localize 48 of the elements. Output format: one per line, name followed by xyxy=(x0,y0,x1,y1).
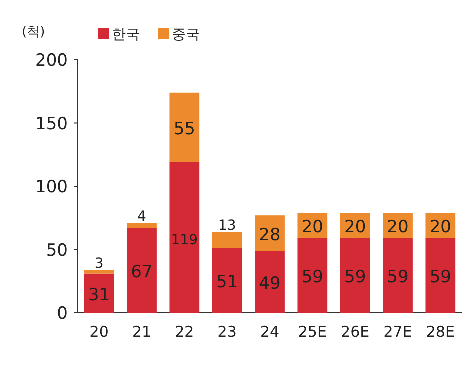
data-label: 20 xyxy=(302,218,324,238)
bar xyxy=(170,162,200,313)
y-tick-label: 100 xyxy=(36,178,68,198)
y-tick-label: 50 xyxy=(46,240,68,261)
data-label: 13 xyxy=(218,218,236,234)
data-label: 31 xyxy=(88,285,110,306)
legend-label: 중국 xyxy=(172,27,200,43)
bar xyxy=(127,223,157,228)
x-tick-label: 20 xyxy=(90,323,109,341)
bar xyxy=(340,238,370,313)
bar xyxy=(212,248,242,313)
y-tick-label: 0 xyxy=(57,304,68,324)
data-label: 67 xyxy=(131,262,153,283)
x-tick-label: 25E xyxy=(298,323,327,341)
bar xyxy=(170,92,200,162)
data-label: 3 xyxy=(94,256,104,272)
bar xyxy=(84,274,114,313)
data-label: 20 xyxy=(430,218,452,238)
x-tick-label: 27E xyxy=(384,323,412,341)
bar xyxy=(255,251,285,313)
data-label: 4 xyxy=(138,209,147,226)
bar xyxy=(383,238,413,313)
bar xyxy=(84,270,114,274)
data-label: 119 xyxy=(171,232,198,249)
bar xyxy=(426,238,456,313)
legend-label: 한국 xyxy=(112,27,140,43)
data-label: 59 xyxy=(302,268,324,288)
x-tick-label: 24 xyxy=(260,323,280,341)
x-tick-label: 26E xyxy=(341,323,370,341)
x-tick-label: 28E xyxy=(426,323,455,341)
data-label: 59 xyxy=(430,268,452,288)
bar xyxy=(212,232,242,248)
x-tick-label: 22 xyxy=(175,323,194,341)
data-label: 20 xyxy=(387,218,409,238)
y-axis-title: (척) xyxy=(22,25,46,40)
bar xyxy=(298,238,328,313)
data-label: 51 xyxy=(216,272,238,293)
bar xyxy=(127,228,157,313)
x-tick-label: 21 xyxy=(132,323,152,341)
data-label: 55 xyxy=(174,120,196,140)
y-tick-label: 150 xyxy=(36,114,68,134)
x-tick-label: 23 xyxy=(218,323,237,341)
data-label: 59 xyxy=(344,268,366,288)
data-label: 20 xyxy=(344,218,366,238)
data-label: 49 xyxy=(259,274,281,294)
y-tick-label: 200 xyxy=(36,51,68,71)
data-label: 59 xyxy=(387,268,409,288)
data-label: 28 xyxy=(259,225,281,246)
